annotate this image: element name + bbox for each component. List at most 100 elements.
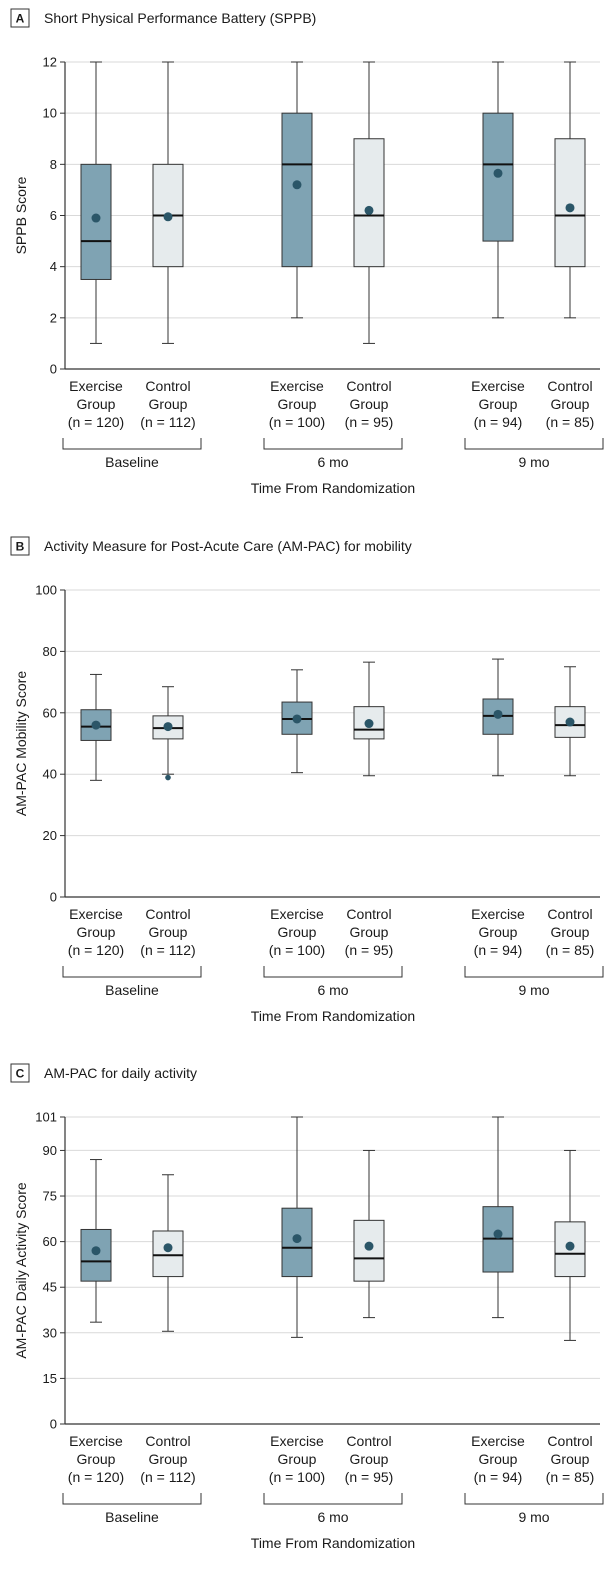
x-category-label: Group	[278, 1451, 317, 1467]
x-category-label: (n = 95)	[345, 1469, 394, 1485]
x-category-label: Group	[77, 1451, 116, 1467]
control-box-mean-dot	[364, 205, 374, 215]
panel-A-letter-box	[10, 8, 30, 28]
x-category-label: Control	[145, 378, 190, 394]
y-tick-label: 101	[35, 1110, 57, 1125]
x-category-label: Exercise	[471, 906, 525, 922]
y-tick-label: 2	[50, 310, 57, 325]
control-box-outlier	[165, 774, 171, 781]
x-category-label: (n = 94)	[474, 1469, 523, 1485]
panel-B-y-axis-label: AM-PAC Mobility Score	[13, 671, 29, 816]
panel-C-x-axis-label: Time From Randomization	[251, 1535, 415, 1551]
exercise-box-mean-dot	[493, 709, 503, 719]
y-tick-label: 60	[43, 705, 57, 720]
time-bracket	[263, 438, 403, 450]
x-category-label: (n = 95)	[345, 942, 394, 958]
y-tick-label: 12	[43, 55, 57, 70]
x-category-label: Group	[479, 924, 518, 940]
y-tick-label: 90	[43, 1143, 57, 1158]
control-box-iqr	[353, 138, 385, 268]
time-point-label: 6 mo	[317, 454, 348, 470]
panel-B-letter-box	[10, 536, 30, 556]
control-box-mean-dot	[163, 212, 173, 222]
panel-B-letter: B	[16, 540, 25, 554]
control-box-mean-dot	[565, 717, 575, 727]
x-category-label: (n = 112)	[140, 1469, 195, 1485]
panel-A-x-axis-label: Time From Randomization	[251, 480, 415, 496]
x-category-label: (n = 100)	[269, 414, 325, 430]
x-category-label: Group	[551, 396, 590, 412]
y-tick-label: 0	[50, 1417, 57, 1432]
panel-C-y-axis-label: AM-PAC Daily Activity Score	[13, 1182, 29, 1359]
control-box-mean-dot	[364, 719, 374, 729]
x-category-label: Group	[551, 924, 590, 940]
x-category-label: Control	[145, 1433, 190, 1449]
panel-C-letter: C	[16, 1067, 25, 1081]
panel-B-title: Activity Measure for Post-Acute Care (AM…	[44, 538, 412, 554]
x-category-label: (n = 94)	[474, 942, 523, 958]
x-category-label: (n = 100)	[269, 942, 325, 958]
x-category-label: Group	[77, 396, 116, 412]
exercise-box-mean-dot	[91, 213, 101, 223]
time-bracket	[62, 438, 202, 450]
control-box-mean-dot	[163, 1243, 173, 1253]
control-box-iqr	[152, 1230, 184, 1278]
y-tick-label: 60	[43, 1234, 57, 1249]
panel-C-letter-box	[10, 1063, 30, 1083]
time-bracket	[62, 966, 202, 978]
panel-A-letter: A	[16, 12, 25, 26]
y-tick-label: 20	[43, 828, 57, 843]
control-box-iqr	[353, 1219, 385, 1282]
x-category-label: Group	[149, 1451, 188, 1467]
x-category-label: (n = 120)	[68, 1469, 124, 1485]
control-box-mean-dot	[364, 1241, 374, 1251]
exercise-box-iqr	[80, 1228, 112, 1282]
x-category-label: Control	[346, 1433, 391, 1449]
x-category-label: Group	[77, 924, 116, 940]
x-category-label: Control	[547, 1433, 592, 1449]
x-category-label: (n = 100)	[269, 1469, 325, 1485]
x-category-label: (n = 94)	[474, 414, 523, 430]
x-category-label: (n = 85)	[546, 414, 595, 430]
time-point-label: 9 mo	[518, 982, 549, 998]
x-category-label: (n = 85)	[546, 942, 595, 958]
time-bracket	[464, 438, 604, 450]
y-tick-label: 0	[50, 890, 57, 905]
x-category-label: Group	[479, 396, 518, 412]
time-point-label: 6 mo	[317, 1509, 348, 1525]
x-category-label: Group	[278, 396, 317, 412]
x-category-label: Control	[547, 378, 592, 394]
exercise-box-iqr	[281, 112, 313, 268]
exercise-box-mean-dot	[493, 1229, 503, 1239]
exercise-box-mean-dot	[493, 168, 503, 178]
y-tick-label: 8	[50, 157, 57, 172]
x-category-label: Group	[350, 924, 389, 940]
x-category-label: (n = 85)	[546, 1469, 595, 1485]
x-category-label: Exercise	[69, 906, 123, 922]
x-category-label: (n = 112)	[140, 414, 195, 430]
x-category-label: (n = 112)	[140, 942, 195, 958]
control-box-mean-dot	[163, 722, 173, 732]
time-bracket	[464, 1493, 604, 1505]
exercise-box-mean-dot	[91, 720, 101, 730]
x-category-label: Control	[547, 906, 592, 922]
time-bracket	[263, 966, 403, 978]
y-tick-label: 40	[43, 767, 57, 782]
x-category-label: Control	[346, 378, 391, 394]
x-category-label: Exercise	[270, 1433, 324, 1449]
control-box-mean-dot	[565, 203, 575, 213]
x-category-label: Exercise	[471, 378, 525, 394]
x-category-label: Group	[350, 1451, 389, 1467]
x-category-label: Exercise	[270, 906, 324, 922]
exercise-box-mean-dot	[292, 180, 302, 190]
x-category-label: Control	[346, 906, 391, 922]
panel-C-title: AM-PAC for daily activity	[44, 1065, 197, 1081]
y-tick-label: 100	[35, 583, 57, 598]
x-category-label: Exercise	[69, 1433, 123, 1449]
x-category-label: (n = 120)	[68, 414, 124, 430]
y-tick-label: 75	[43, 1189, 57, 1204]
y-tick-label: 30	[43, 1325, 57, 1340]
y-tick-label: 45	[43, 1280, 57, 1295]
exercise-box-mean-dot	[292, 1234, 302, 1244]
